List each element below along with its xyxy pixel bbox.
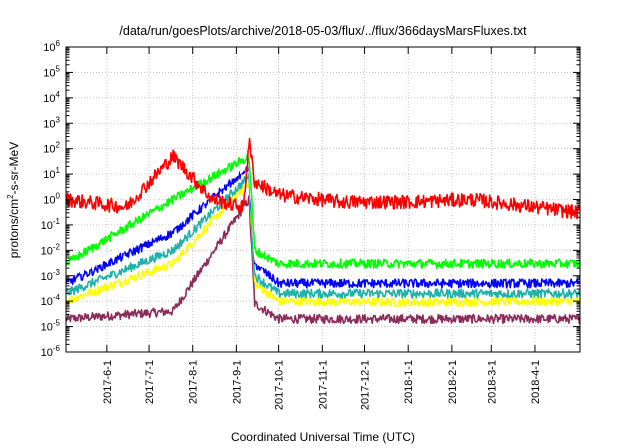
y-tick-label: 105: [43, 64, 60, 79]
y-tick-label: 10-4: [41, 293, 61, 308]
x-tick-label: 2018-1-1: [403, 360, 415, 404]
y-tick-label: 101: [43, 166, 60, 181]
series-line: [65, 195, 581, 325]
x-tick-label: 2017-12-1: [360, 360, 372, 410]
y-tick-label: 104: [43, 90, 60, 105]
y-axis-label-part: protons/cm: [7, 199, 21, 258]
chart-title: /data/run/goesPlots/archive/2018-05-03/f…: [119, 24, 527, 38]
y-tick-label: 10-2: [41, 242, 61, 257]
x-axis: 2017-6-1 2017-7-1 2017-8-1 2017-9-1 2017-10-…: [102, 47, 542, 410]
x-tick-label: 2018-4-1: [530, 360, 542, 404]
x-tick-label: 2018-2-1: [447, 360, 459, 404]
x-tick-label: 2017-11-1: [317, 360, 329, 409]
series-layer: [65, 137, 581, 325]
y-tick-label: 10-6: [41, 344, 61, 359]
x-tick-label: 2017-6-1: [102, 360, 114, 404]
series-line: [65, 157, 581, 280]
x-axis-label: Coordinated Universal Time (UTC): [231, 430, 415, 444]
y-tick-label: 10-3: [41, 268, 61, 283]
x-tick-label: 2018-3-1: [486, 360, 498, 404]
x-tick-label: 2017-9-1: [231, 360, 243, 404]
x-tick-label: 2017-10-1: [274, 360, 286, 410]
series-line: [65, 137, 581, 220]
y-axis: 10-6 10-5 10-4 10-3 10-2 10-1 100 101 102 103 104 1…: [41, 39, 580, 359]
x-tick-label: 2017-8-1: [188, 360, 200, 404]
y-tick-label: 10-5: [41, 319, 61, 334]
series-line: [65, 164, 581, 289]
y-tick-label: 103: [43, 115, 60, 130]
y-axis-label: protons/cm2-s-sr-MeV: [6, 142, 21, 258]
y-tick-label: 10-1: [41, 217, 61, 232]
series-line: [65, 183, 581, 308]
y-tick-label: 106: [43, 39, 60, 54]
y-axis-label-part: -s-sr-MeV: [7, 142, 21, 195]
x-tick-label: 2017-7-1: [144, 360, 156, 404]
y-tick-label: 102: [43, 141, 60, 156]
series-line: [65, 173, 581, 299]
y-tick-label: 100: [43, 192, 60, 207]
y-axis-label-superscript: 2: [6, 194, 15, 199]
series-line: [65, 153, 581, 269]
